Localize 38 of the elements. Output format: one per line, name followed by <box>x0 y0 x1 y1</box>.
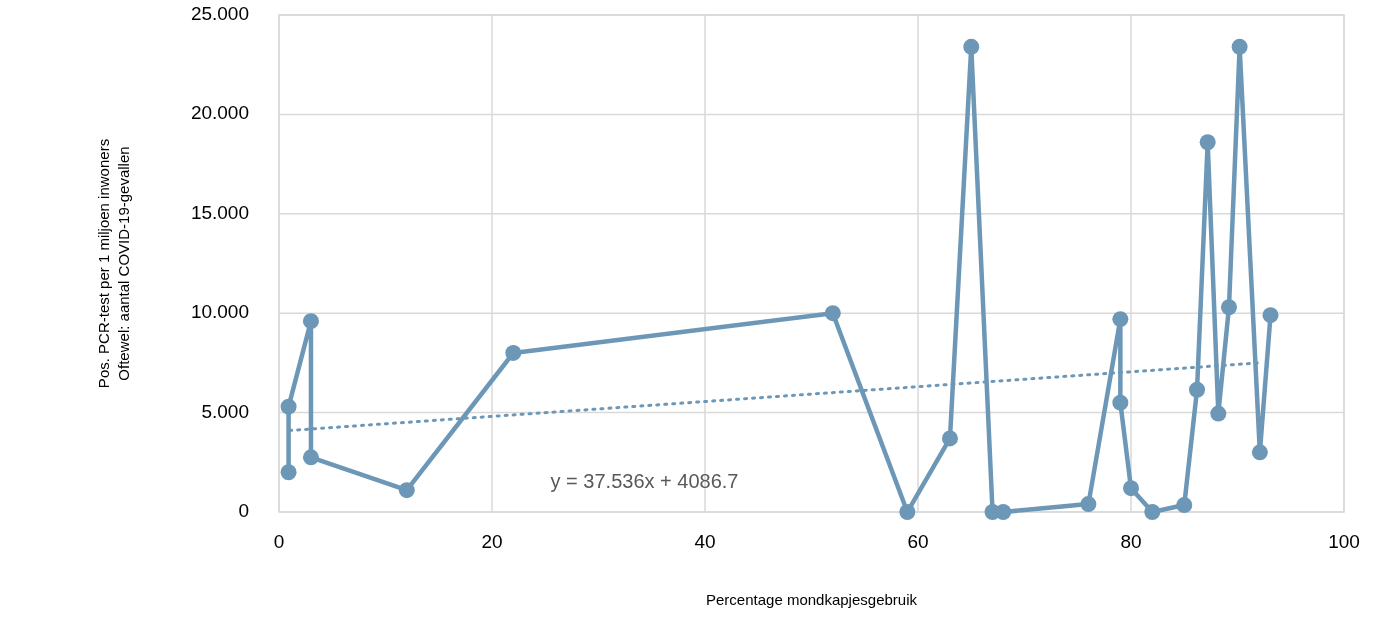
y-tick-label: 25.000 <box>190 3 249 25</box>
point <box>899 504 916 520</box>
point <box>1144 504 1161 520</box>
y-tick-label: 20.000 <box>190 102 249 124</box>
x-tick-label: 80 <box>1120 531 1142 552</box>
x-tick-label: 60 <box>907 531 929 552</box>
point <box>1123 480 1139 497</box>
point <box>1220 299 1237 316</box>
point <box>280 398 297 415</box>
x-tick-label: 100 <box>1328 531 1360 552</box>
y-tick-label: 15.000 <box>190 201 249 223</box>
y-tick-label: 10.000 <box>190 301 249 323</box>
y-axis-title: Pos. PCR-test per 1 miljoen inwoners Oftewel: aantal COVID-19-gevallen <box>95 138 132 389</box>
point <box>941 430 958 447</box>
point <box>302 313 319 330</box>
point <box>1251 444 1268 461</box>
y-tick-label: 5.000 <box>201 400 249 422</box>
point <box>1176 497 1193 514</box>
point <box>1231 38 1248 55</box>
point <box>505 344 522 361</box>
point <box>398 482 415 499</box>
annotation: y = 37.536x + 4086.7 <box>550 470 739 493</box>
point <box>280 464 297 481</box>
point <box>824 305 841 322</box>
point <box>1080 496 1097 513</box>
y-tick-label: 0 <box>238 500 249 522</box>
point <box>1199 134 1216 151</box>
x-tick-label: 0 <box>273 531 285 552</box>
x-tick-label: 40 <box>694 531 716 552</box>
point <box>1262 307 1279 324</box>
point <box>963 38 980 55</box>
point <box>1112 311 1129 328</box>
point <box>302 449 319 466</box>
x-tick-label: 20 <box>481 531 503 552</box>
x-axis-title: Percentage mondkapjesgebruik <box>706 591 918 608</box>
point <box>1189 381 1206 398</box>
point <box>1112 394 1129 411</box>
point <box>1210 405 1227 422</box>
